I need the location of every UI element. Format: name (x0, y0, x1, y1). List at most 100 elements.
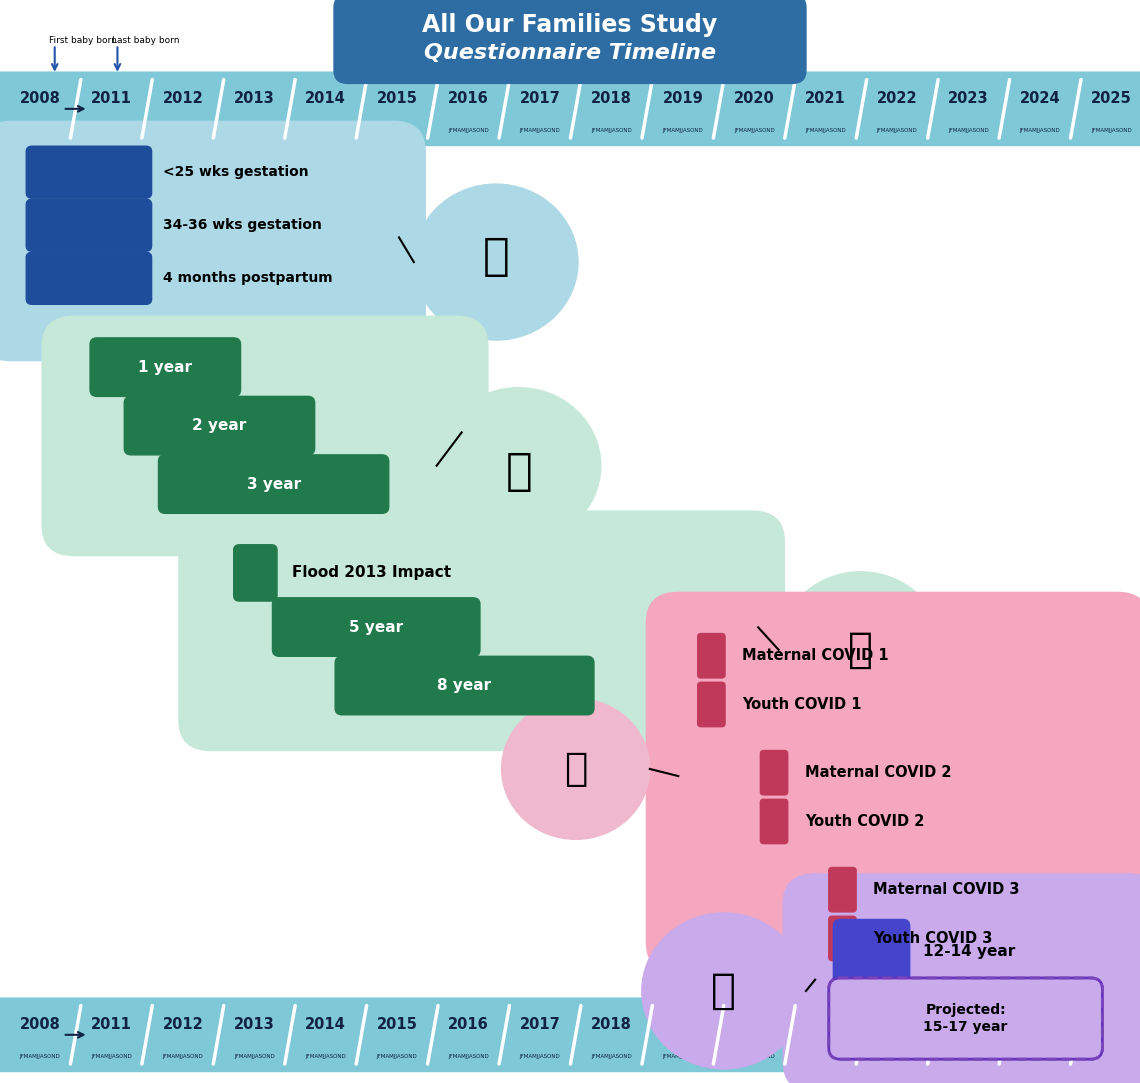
Circle shape (414, 184, 578, 340)
Text: JFMAMJJASOND: JFMAMJJASOND (91, 128, 132, 133)
FancyBboxPatch shape (158, 455, 389, 513)
FancyBboxPatch shape (698, 682, 725, 727)
Text: JFMAMJJASOND: JFMAMJJASOND (591, 128, 632, 133)
Text: JFMAMJJASOND: JFMAMJJASOND (376, 1054, 417, 1059)
FancyBboxPatch shape (90, 338, 241, 396)
Text: 2008: 2008 (19, 91, 60, 106)
Text: 2025: 2025 (1091, 91, 1132, 106)
Text: JFMAMJJASOND: JFMAMJJASOND (520, 128, 561, 133)
Text: JFMAMJJASOND: JFMAMJJASOND (19, 128, 60, 133)
FancyBboxPatch shape (698, 634, 725, 678)
Text: Projected:
15-17 year: Projected: 15-17 year (923, 1004, 1008, 1033)
Text: JFMAMJJASOND: JFMAMJJASOND (376, 128, 417, 133)
Text: 12-14 year: 12-14 year (923, 944, 1016, 960)
Text: JFMAMJJASOND: JFMAMJJASOND (1091, 128, 1132, 133)
Text: 2 year: 2 year (193, 418, 246, 433)
FancyBboxPatch shape (829, 867, 856, 912)
Text: 2015: 2015 (376, 91, 417, 106)
Circle shape (779, 572, 943, 728)
Text: 2014: 2014 (306, 1017, 347, 1032)
Text: JFMAMJJASOND: JFMAMJJASOND (19, 1054, 60, 1059)
Text: JFMAMJJASOND: JFMAMJJASOND (306, 128, 347, 133)
Text: 3 year: 3 year (246, 477, 301, 492)
Text: JFMAMJJASOND: JFMAMJJASOND (448, 128, 489, 133)
FancyBboxPatch shape (26, 252, 152, 304)
Text: Maternal COVID 2: Maternal COVID 2 (805, 766, 952, 780)
Text: Youth COVID 3: Youth COVID 3 (873, 931, 993, 945)
Text: 👧: 👧 (505, 449, 532, 493)
Text: 2023: 2023 (948, 1017, 988, 1032)
Text: JFMAMJJASOND: JFMAMJJASOND (520, 1054, 561, 1059)
FancyBboxPatch shape (0, 71, 1140, 146)
Text: 2013: 2013 (234, 91, 275, 106)
Text: First baby born: First baby born (49, 37, 117, 45)
Text: 2023: 2023 (948, 91, 988, 106)
Text: 2016: 2016 (448, 91, 489, 106)
Text: 2018: 2018 (591, 91, 632, 106)
Text: JFMAMJJASOND: JFMAMJJASOND (162, 1054, 203, 1059)
Text: 5 year: 5 year (349, 619, 404, 635)
Text: 2015: 2015 (376, 1017, 417, 1032)
Text: JFMAMJJASOND: JFMAMJJASOND (91, 1054, 132, 1059)
Text: 2008: 2008 (19, 1017, 60, 1032)
Text: JFMAMJJASOND: JFMAMJJASOND (234, 128, 275, 133)
FancyBboxPatch shape (783, 874, 1140, 1083)
Text: 2016: 2016 (448, 1017, 489, 1032)
FancyBboxPatch shape (335, 656, 594, 715)
Text: 2021: 2021 (805, 91, 846, 106)
FancyBboxPatch shape (760, 751, 788, 795)
Text: JFMAMJJASOND: JFMAMJJASOND (805, 1054, 846, 1059)
Circle shape (437, 388, 601, 544)
Circle shape (642, 913, 806, 1069)
Text: 2020: 2020 (734, 91, 775, 106)
Text: 2017: 2017 (520, 1017, 561, 1032)
Text: 2024: 2024 (1020, 91, 1060, 106)
Text: JFMAMJJASOND: JFMAMJJASOND (948, 128, 990, 133)
Text: JFMAMJJASOND: JFMAMJJASOND (662, 1054, 703, 1059)
Text: 2025: 2025 (1091, 1017, 1132, 1032)
Text: 2019: 2019 (662, 1017, 703, 1032)
Text: 8 year: 8 year (438, 678, 491, 693)
FancyBboxPatch shape (829, 978, 1102, 1059)
Text: JFMAMJJASOND: JFMAMJJASOND (448, 1054, 489, 1059)
Text: 2013: 2013 (234, 1017, 275, 1032)
FancyBboxPatch shape (179, 511, 784, 751)
Text: 2024: 2024 (1020, 1017, 1060, 1032)
Text: 2014: 2014 (306, 91, 347, 106)
Text: 🤰: 🤰 (482, 235, 510, 278)
Text: 1 year: 1 year (138, 360, 193, 375)
Text: JFMAMJJASOND: JFMAMJJASOND (877, 1054, 918, 1059)
Text: JFMAMJJASOND: JFMAMJJASOND (162, 128, 203, 133)
Text: All Our Families Study: All Our Families Study (423, 13, 717, 37)
Text: JFMAMJJASOND: JFMAMJJASOND (1091, 1054, 1132, 1059)
Text: 2012: 2012 (162, 1017, 203, 1032)
Text: JFMAMJJASOND: JFMAMJJASOND (948, 1054, 990, 1059)
Text: JFMAMJJASOND: JFMAMJJASOND (234, 1054, 275, 1059)
Text: 2022: 2022 (877, 91, 918, 106)
FancyBboxPatch shape (833, 919, 910, 984)
FancyBboxPatch shape (42, 316, 488, 556)
Text: 2017: 2017 (520, 91, 561, 106)
Text: 34-36 wks gestation: 34-36 wks gestation (163, 219, 321, 232)
Text: JFMAMJJASOND: JFMAMJJASOND (734, 1054, 775, 1059)
Text: Last baby born: Last baby born (112, 37, 179, 45)
Text: 2020: 2020 (734, 1017, 775, 1032)
FancyBboxPatch shape (272, 598, 480, 656)
FancyBboxPatch shape (334, 0, 806, 83)
Text: 2011: 2011 (91, 91, 132, 106)
Text: JFMAMJJASOND: JFMAMJJASOND (306, 1054, 347, 1059)
Text: Maternal COVID 1: Maternal COVID 1 (742, 649, 889, 663)
Text: JFMAMJJASOND: JFMAMJJASOND (877, 128, 918, 133)
Text: JFMAMJJASOND: JFMAMJJASOND (1019, 128, 1060, 133)
Text: JFMAMJJASOND: JFMAMJJASOND (662, 128, 703, 133)
FancyBboxPatch shape (234, 545, 277, 601)
Text: Youth COVID 1: Youth COVID 1 (742, 697, 862, 712)
Text: JFMAMJJASOND: JFMAMJJASOND (591, 1054, 632, 1059)
FancyBboxPatch shape (0, 997, 1140, 1072)
FancyBboxPatch shape (124, 396, 315, 455)
Text: 2021: 2021 (805, 1017, 846, 1032)
Text: 🌍: 🌍 (564, 749, 587, 788)
Text: 2019: 2019 (662, 91, 703, 106)
Text: 2012: 2012 (162, 91, 203, 106)
Text: 👩: 👩 (711, 970, 736, 1012)
